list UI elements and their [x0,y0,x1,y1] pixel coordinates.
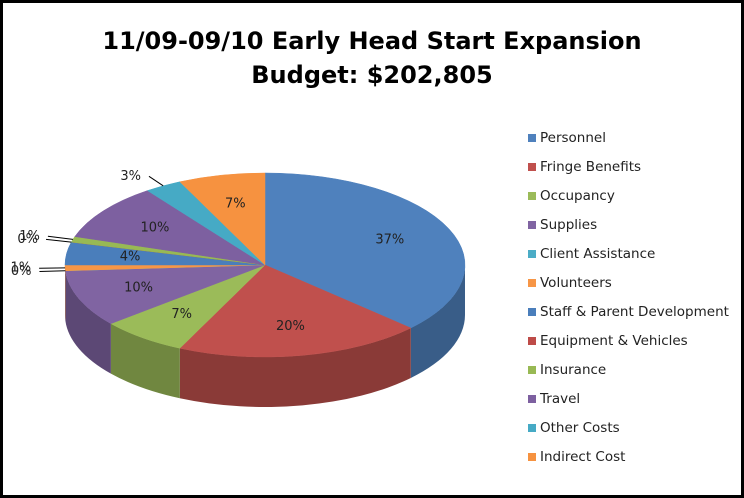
legend-label: Staff & Parent Development [540,304,729,320]
legend-label: Client Assistance [540,246,655,262]
legend-swatch [528,192,536,200]
slice [179,264,412,358]
legend-label: Indirect Cost [540,449,625,465]
legend-label: Supplies [540,217,597,233]
data-label: 1% [10,261,31,276]
chart-title: 11/09-09/10 Early Head Start Expansion [102,27,641,55]
data-label: 4% [120,250,141,265]
legend-swatch [528,424,536,432]
legend-swatch [528,279,536,287]
legend-label: Occupancy [540,188,615,204]
legend-label: Personnel [540,130,606,146]
data-label: 0% [11,264,32,279]
slice [264,172,466,329]
legend-label: Other Costs [540,420,620,436]
leader-line [148,175,164,187]
leader-line [47,235,74,240]
legend-swatch [528,163,536,171]
data-label: 37% [375,233,404,248]
data-label: 10% [141,221,170,236]
legend-swatch [528,395,536,403]
slice-side [110,323,180,399]
legend-label: Equipment & Vehicles [540,333,688,349]
legend-swatch [528,453,536,461]
data-label: 7% [171,307,192,322]
legend-swatch [528,221,536,229]
chart-subtitle: Budget: $202,805 [251,61,492,89]
leader-line [39,270,66,272]
legend-swatch [528,308,536,316]
data-label: 3% [120,169,141,184]
leader-line [45,238,72,243]
slice [74,190,266,266]
data-label: 1% [19,229,40,244]
slice-side [410,265,465,378]
legend-label: Insurance [540,362,606,378]
slice [179,172,266,266]
legend-label: Fringe Benefits [540,159,641,175]
legend-label: Travel [539,391,580,407]
legend-swatch [528,250,536,258]
legend-swatch [528,337,536,345]
legend-label: Volunteers [540,275,612,291]
data-label: 20% [276,319,305,334]
data-label: 7% [225,196,246,211]
slice [65,264,266,324]
data-label: 10% [124,281,153,296]
legend-swatch [528,366,536,374]
legend-swatch [528,134,536,142]
data-label: 0% [17,232,38,247]
